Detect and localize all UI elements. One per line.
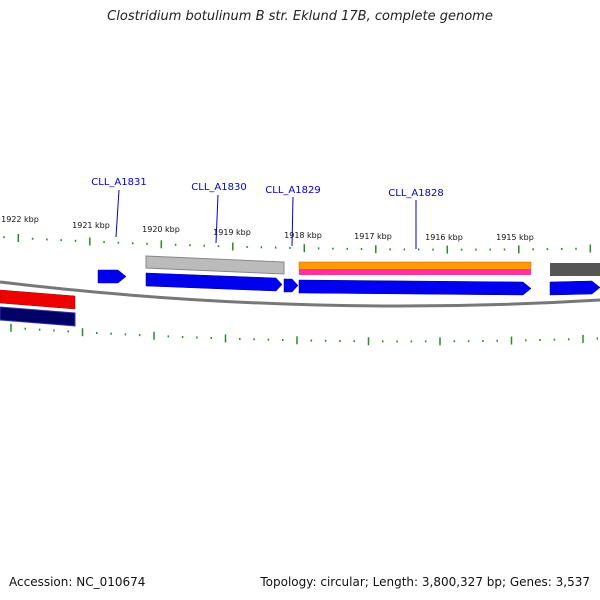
accession-text: Accession: NC_010674 <box>9 575 146 589</box>
dark-grey-feature[interactable] <box>550 263 600 276</box>
orange-feature[interactable] <box>298 261 532 271</box>
gene-cll-a1830-arrow[interactable] <box>145 272 283 292</box>
gene-label-cll-a1830[interactable]: CLL_A1830 <box>191 182 246 193</box>
scale-label: 1915 kbp <box>496 233 534 242</box>
grey-feature[interactable] <box>145 255 285 275</box>
gene-next-arrow[interactable] <box>549 280 600 296</box>
scale-label: 1921 kbp <box>72 221 110 230</box>
genome-summary-text: Topology: circular; Length: 3,800,327 bp… <box>260 575 590 589</box>
gene-cll-a1828-arrow[interactable] <box>298 279 532 296</box>
scale-labels: 1922 kbp 1921 kbp 1920 kbp 1919 kbp 1918 kbp… <box>1 215 534 242</box>
scale-label: 1919 kbp <box>213 228 251 237</box>
gene-label-cll-a1829[interactable]: CLL_A1829 <box>265 185 320 196</box>
inner-tick-marks <box>10 323 599 346</box>
red-feature[interactable] <box>0 289 76 310</box>
leader-line-cll-a1831 <box>115 189 120 238</box>
gene-label-cll-a1831[interactable]: CLL_A1831 <box>91 177 146 188</box>
leader-line-cll-a1830 <box>215 194 219 244</box>
scale-label: 1918 kbp <box>284 231 322 240</box>
gene-label-cll-a1828[interactable]: CLL_A1828 <box>388 188 443 199</box>
scale-label: 1922 kbp <box>1 215 39 224</box>
scale-label: 1916 kbp <box>425 233 463 242</box>
navy-feature[interactable] <box>0 306 76 327</box>
leader-line-cll-a1829 <box>291 196 294 247</box>
scale-label: 1920 kbp <box>142 225 180 234</box>
genome-title: Clostridium botulinum B str. Eklund 17B,… <box>107 9 493 24</box>
gene-cll-a1831-arrow[interactable] <box>97 269 127 284</box>
pink-feature[interactable] <box>299 269 531 275</box>
gene-cll-a1829-arrow[interactable] <box>283 278 299 293</box>
outer-tick-marks <box>3 233 592 254</box>
scale-label: 1917 kbp <box>354 232 392 241</box>
genome-backbone <box>0 280 600 308</box>
